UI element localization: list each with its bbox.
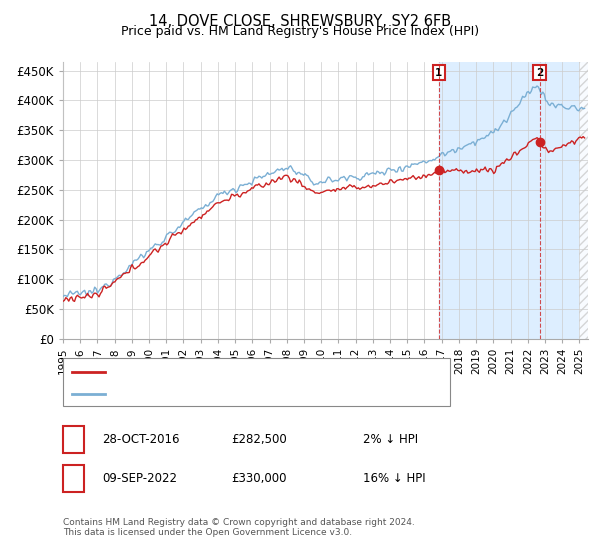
Text: HPI: Average price, detached house, Shropshire: HPI: Average price, detached house, Shro… [111, 389, 360, 399]
Text: 2% ↓ HPI: 2% ↓ HPI [363, 433, 418, 446]
Bar [580, 62, 588, 339]
Text: Price paid vs. HM Land Registry's House Price Index (HPI): Price paid vs. HM Land Registry's House … [121, 25, 479, 38]
Text: 14, DOVE CLOSE, SHREWSBURY, SY2 6FB (detached house): 14, DOVE CLOSE, SHREWSBURY, SY2 6FB (det… [111, 367, 421, 377]
Text: 1: 1 [435, 68, 442, 78]
Bar [439, 62, 588, 339]
Text: 1: 1 [70, 435, 77, 445]
Text: £330,000: £330,000 [231, 472, 287, 486]
Text: 14, DOVE CLOSE, SHREWSBURY, SY2 6FB: 14, DOVE CLOSE, SHREWSBURY, SY2 6FB [149, 14, 451, 29]
Text: Contains HM Land Registry data © Crown copyright and database right 2024.
This d: Contains HM Land Registry data © Crown c… [63, 518, 415, 538]
Text: 2: 2 [536, 68, 543, 78]
Text: 16% ↓ HPI: 16% ↓ HPI [363, 472, 425, 486]
Text: 09-SEP-2022: 09-SEP-2022 [102, 472, 177, 486]
Text: £282,500: £282,500 [231, 433, 287, 446]
Text: 28-OCT-2016: 28-OCT-2016 [102, 433, 179, 446]
Text: 2: 2 [70, 474, 77, 484]
